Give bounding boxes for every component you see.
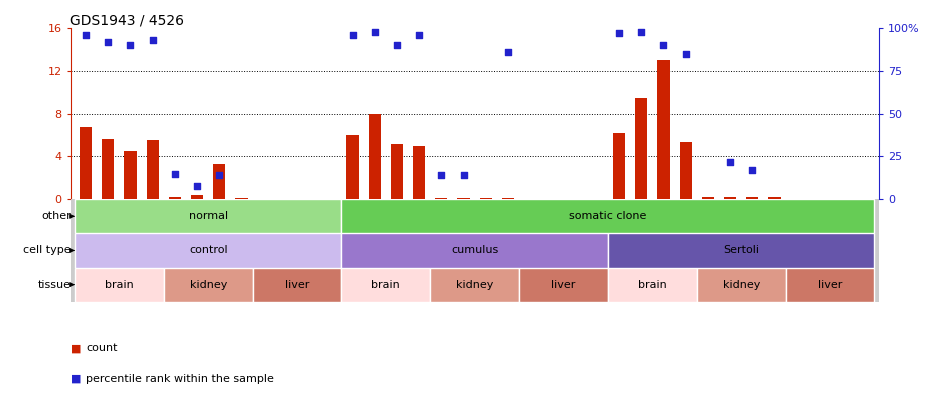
Bar xyxy=(431,268,519,302)
Bar xyxy=(458,198,470,199)
Bar xyxy=(680,141,692,199)
Text: ■: ■ xyxy=(70,343,81,353)
Bar xyxy=(697,268,786,302)
Bar xyxy=(391,144,403,199)
Bar xyxy=(519,268,608,302)
Bar xyxy=(102,139,115,199)
Bar xyxy=(347,135,359,199)
Point xyxy=(634,28,649,35)
Bar xyxy=(169,197,181,199)
Point xyxy=(145,37,160,44)
Bar xyxy=(124,151,136,199)
Point xyxy=(123,42,138,49)
Text: count: count xyxy=(86,343,118,353)
Point xyxy=(167,171,182,177)
Bar xyxy=(724,197,736,199)
Bar xyxy=(253,268,341,302)
Bar xyxy=(75,268,164,302)
Point xyxy=(190,182,205,189)
Point xyxy=(434,172,449,179)
Point xyxy=(389,42,404,49)
Point xyxy=(456,172,471,179)
Bar xyxy=(213,164,226,199)
Bar xyxy=(191,195,203,199)
Bar xyxy=(341,233,608,268)
Bar xyxy=(613,133,625,199)
Bar xyxy=(502,198,514,199)
Text: somatic clone: somatic clone xyxy=(570,211,647,221)
Point xyxy=(368,28,383,35)
Text: liver: liver xyxy=(285,279,309,290)
Bar xyxy=(746,197,759,199)
Point xyxy=(212,172,227,179)
Point xyxy=(79,32,94,38)
Text: Sertoli: Sertoli xyxy=(723,245,760,256)
Text: kidney: kidney xyxy=(190,279,227,290)
Bar xyxy=(608,268,697,302)
Text: tissue: tissue xyxy=(38,279,70,290)
Text: brain: brain xyxy=(105,279,133,290)
Bar xyxy=(635,98,648,199)
Text: liver: liver xyxy=(818,279,842,290)
Text: percentile rank within the sample: percentile rank within the sample xyxy=(86,374,274,384)
Text: ■: ■ xyxy=(70,374,81,384)
Bar xyxy=(768,197,780,199)
Bar xyxy=(75,233,341,268)
Point xyxy=(612,30,627,37)
Text: normal: normal xyxy=(189,211,227,221)
Bar xyxy=(164,268,253,302)
Bar xyxy=(341,199,874,233)
Text: cell type: cell type xyxy=(24,245,70,256)
Bar xyxy=(702,197,714,199)
Text: other: other xyxy=(41,211,70,221)
Point xyxy=(500,49,515,55)
Bar xyxy=(147,141,159,199)
Point xyxy=(744,167,760,173)
Point xyxy=(656,42,671,49)
Bar xyxy=(413,146,425,199)
Text: kidney: kidney xyxy=(456,279,494,290)
Point xyxy=(412,32,427,38)
Text: control: control xyxy=(189,245,227,256)
Text: cumulus: cumulus xyxy=(451,245,498,256)
Text: kidney: kidney xyxy=(723,279,760,290)
Point xyxy=(101,39,116,45)
Bar xyxy=(235,198,247,199)
Bar xyxy=(80,127,92,199)
Bar xyxy=(479,198,492,199)
Point xyxy=(678,51,693,57)
Point xyxy=(723,158,738,165)
Bar xyxy=(786,268,874,302)
Bar xyxy=(341,268,431,302)
Bar xyxy=(657,60,669,199)
Text: brain: brain xyxy=(638,279,666,290)
Point xyxy=(345,32,360,38)
Text: GDS1943 / 4526: GDS1943 / 4526 xyxy=(70,13,184,27)
Bar xyxy=(608,233,874,268)
Text: brain: brain xyxy=(371,279,400,290)
Bar xyxy=(435,198,447,199)
Bar xyxy=(368,114,381,199)
Text: liver: liver xyxy=(552,279,575,290)
Bar xyxy=(75,199,341,233)
